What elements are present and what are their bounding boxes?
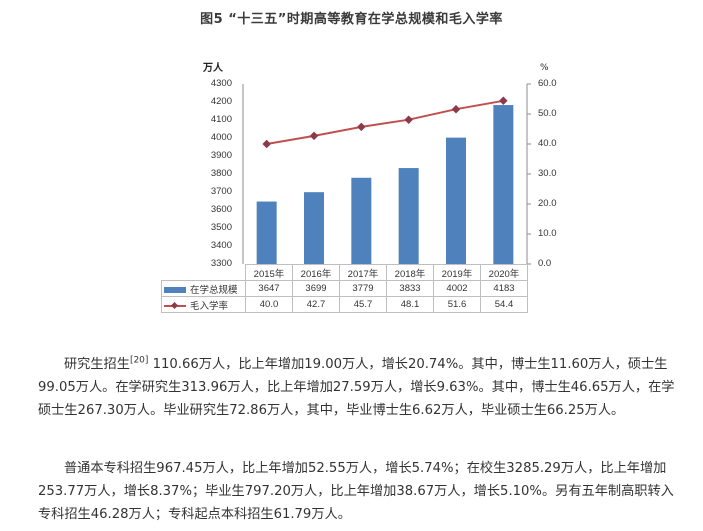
- right-axis-tick-label: 0.0: [538, 258, 552, 269]
- chart-plot-area: [242, 83, 531, 265]
- category-label: 2017年: [339, 264, 387, 281]
- left-axis-tick-label: 3400: [210, 240, 232, 251]
- rate-line: [266, 99, 504, 145]
- bar: [256, 201, 277, 264]
- data-table-row-enrollment: 在学总规模 3647 3699 3779 3833 4002 4183: [161, 280, 528, 297]
- paragraph-graduate: 研究生招生[20] 110.66万人，比上年增加19.00万人，增长20.74%…: [38, 355, 675, 418]
- category-label: 2015年: [245, 264, 293, 281]
- table-cell: 45.7: [339, 296, 387, 313]
- chart-data-table: 2015年 2016年 2017年 2018年 2019年 2020年 在学总规…: [161, 264, 528, 313]
- bar: [493, 105, 514, 264]
- figure-title: 图5 “十三五”时期高等教育在学总规模和毛入学率: [200, 12, 503, 27]
- bar: [304, 192, 324, 264]
- category-label: 2016年: [292, 264, 340, 281]
- left-axis-tick-label: 4000: [210, 132, 232, 143]
- category-label: 2019年: [433, 264, 481, 281]
- bar: [351, 177, 372, 264]
- legend-rate: 毛入学率: [161, 296, 246, 313]
- right-axis-unit: %: [540, 63, 549, 73]
- left-axis-tick-label: 4300: [210, 78, 232, 89]
- legend-enrollment: 在学总规模: [161, 280, 246, 297]
- table-cell: 48.1: [386, 296, 434, 313]
- right-axis-tick-label: 50.0: [538, 108, 557, 119]
- left-axis-tick-label: 3500: [210, 222, 232, 233]
- left-axis-tick-label: 3800: [210, 168, 232, 179]
- paragraph-undergraduate: 普通本专科招生967.45万人，比上年增加52.55万人，增长5.74%；在校生…: [38, 461, 674, 522]
- left-axis-tick-label: 3900: [210, 150, 232, 161]
- left-axis-unit: 万人: [203, 63, 223, 74]
- bar-series: [256, 105, 514, 264]
- diamond-marker-icon: [262, 139, 271, 149]
- diamond-marker-icon: [451, 104, 461, 114]
- data-table-header-row: 2015年 2016年 2017年 2018年 2019年 2020年: [161, 264, 528, 281]
- legend-bar-swatch-icon: [164, 286, 186, 293]
- right-axis-tick-label: 40.0: [538, 138, 557, 149]
- left-axis-tick-label: 3600: [210, 204, 232, 215]
- left-axis-tick-label: 4200: [210, 96, 232, 107]
- diamond-marker-icon: [404, 115, 413, 124]
- left-axis-tick-label: 3300: [210, 258, 232, 269]
- table-cell: 40.0: [245, 296, 293, 313]
- table-cell: 3699: [292, 280, 340, 297]
- category-label: 2018年: [386, 264, 434, 281]
- reference-marker[interactable]: [20]: [129, 355, 149, 366]
- right-axis-tickmarks: [527, 83, 531, 265]
- table-cell: 42.7: [292, 296, 340, 313]
- table-cell: 3833: [386, 280, 434, 297]
- bar: [446, 137, 466, 264]
- table-cell: 51.6: [433, 296, 481, 313]
- chart: 万人 % 4300 4200 4100 4000 3900 3800 3700 3600 350…: [0, 0, 703, 330]
- bar: [398, 168, 419, 264]
- table-cell: 3647: [245, 280, 293, 297]
- left-axis-tick-label: 4100: [210, 114, 232, 125]
- data-table-row-gross-enrollment-rate: 毛入学率 40.0 42.7 45.7 48.1 51.6 54.4: [161, 296, 528, 313]
- legend-line-marker-icon: [164, 302, 186, 310]
- right-axis-tick-label: 10.0: [538, 228, 557, 239]
- table-cell: 4002: [433, 280, 481, 297]
- diamond-marker-icon: [499, 96, 508, 106]
- line-series: [262, 96, 508, 149]
- right-axis-tick-label: 60.0: [538, 78, 557, 89]
- diamond-marker-icon: [357, 122, 366, 132]
- left-axis-tick-label: 3700: [210, 186, 232, 197]
- table-cell: 54.4: [480, 296, 528, 313]
- right-axis-tick-label: 30.0: [538, 168, 557, 179]
- diamond-marker-icon: [309, 131, 319, 141]
- table-cell: 4183: [480, 280, 528, 297]
- table-cell: 3779: [339, 280, 387, 297]
- category-label: 2020年: [480, 264, 528, 281]
- right-axis-tick-label: 20.0: [538, 198, 557, 209]
